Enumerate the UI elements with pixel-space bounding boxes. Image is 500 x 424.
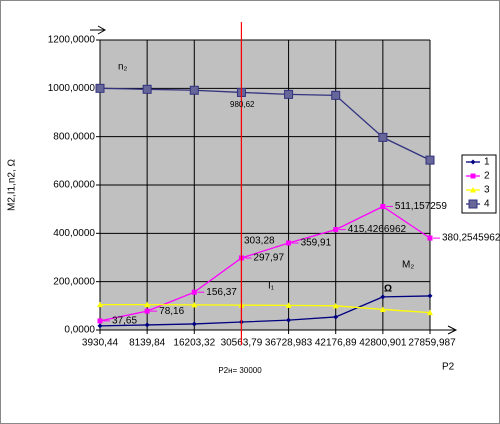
marker bbox=[97, 323, 103, 329]
marker bbox=[427, 235, 433, 241]
x-tick-label: 42176,89 bbox=[315, 338, 357, 349]
legend-label: 1 bbox=[484, 157, 490, 168]
x-tick-label: 36728,983 bbox=[265, 338, 313, 349]
marker bbox=[191, 301, 198, 308]
marker bbox=[95, 83, 105, 93]
marker bbox=[380, 294, 386, 300]
series-line bbox=[99, 205, 431, 322]
marker bbox=[379, 306, 386, 312]
x-tick-label: 8139,84 bbox=[129, 338, 166, 349]
annotation: 303,28 bbox=[244, 236, 275, 247]
data-label: 78,16 bbox=[159, 306, 184, 317]
marker bbox=[427, 309, 433, 316]
marker bbox=[425, 155, 435, 165]
x-tick-label: 3930,44 bbox=[82, 338, 119, 349]
marker bbox=[191, 321, 197, 327]
marker bbox=[285, 302, 292, 308]
annotation: I₁ bbox=[268, 281, 275, 292]
annotation: P2н= 30000 bbox=[218, 366, 262, 375]
data-label: 297,97 bbox=[253, 253, 284, 264]
marker bbox=[333, 314, 339, 320]
marker bbox=[468, 199, 478, 209]
y-axis-title: M2,I1,n2, Ω bbox=[7, 159, 18, 211]
legend-box bbox=[461, 154, 497, 214]
y-tick-label: 0,0000 bbox=[64, 325, 95, 336]
data-label: 380,2545962 bbox=[442, 233, 500, 244]
marker bbox=[142, 84, 152, 94]
series-line bbox=[99, 295, 431, 327]
marker bbox=[286, 317, 292, 323]
marker bbox=[97, 318, 103, 324]
marker bbox=[331, 90, 341, 100]
x-tick-label: 42800,901 bbox=[359, 338, 407, 349]
marker bbox=[191, 289, 197, 295]
y-arrow-head bbox=[97, 25, 107, 35]
marker bbox=[144, 308, 150, 314]
y-tick-label: 1200,0000 bbox=[48, 35, 96, 46]
marker bbox=[144, 301, 151, 308]
marker bbox=[380, 203, 386, 209]
marker bbox=[97, 301, 103, 308]
y-tick-label: 400,0000 bbox=[53, 228, 95, 239]
data-label: 511,157259 bbox=[395, 201, 448, 212]
legend-label: 3 bbox=[484, 185, 490, 196]
x-arrow bbox=[447, 325, 458, 335]
marker bbox=[189, 85, 199, 95]
y-tick-label: 1000,0000 bbox=[48, 83, 96, 94]
marker bbox=[286, 240, 292, 246]
annotation: n₂ bbox=[118, 62, 128, 73]
marker bbox=[144, 322, 150, 328]
marker bbox=[284, 89, 294, 99]
x-tick-label: 16203,32 bbox=[173, 338, 215, 349]
marker bbox=[333, 227, 339, 233]
x-tick-label: 27859,987 bbox=[408, 338, 456, 349]
marker bbox=[470, 173, 476, 179]
annotation: M₂ bbox=[402, 260, 414, 271]
annotation: 980,62 bbox=[230, 100, 255, 109]
y-tick-label: 800,0000 bbox=[53, 131, 95, 142]
y-tick-label: 200,0000 bbox=[53, 276, 95, 287]
data-label: 156,37 bbox=[206, 287, 237, 298]
series-line bbox=[100, 303, 431, 314]
data-label: 37,65 bbox=[112, 316, 137, 327]
y-tick-label: 600,0000 bbox=[53, 180, 95, 191]
x-axis-title: P2 bbox=[442, 362, 455, 373]
marker bbox=[378, 132, 388, 142]
data-label: 415,4266962 bbox=[348, 224, 407, 235]
series-line bbox=[99, 87, 431, 161]
legend-label: 4 bbox=[484, 199, 490, 210]
data-label: 359,91 bbox=[301, 238, 332, 249]
marker bbox=[427, 293, 433, 299]
marker bbox=[332, 302, 339, 309]
marker bbox=[470, 187, 476, 193]
legend-label: 2 bbox=[484, 171, 490, 182]
annotation: Ω bbox=[384, 284, 392, 295]
marker bbox=[470, 159, 476, 165]
